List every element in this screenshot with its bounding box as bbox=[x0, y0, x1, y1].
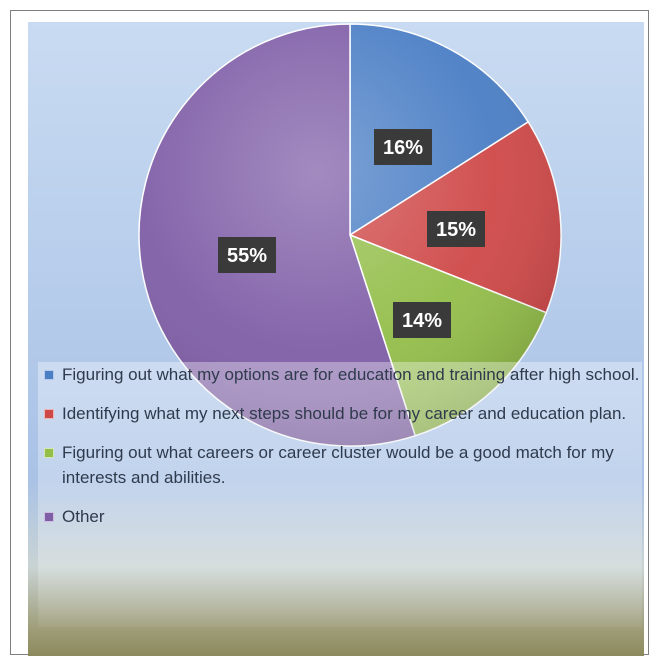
slice-data-label: 16% bbox=[383, 137, 423, 159]
slice-label-box bbox=[427, 211, 485, 247]
legend-item-other: Other bbox=[40, 504, 642, 529]
slice-label-box bbox=[218, 237, 276, 273]
slice-data-label: 55% bbox=[227, 245, 267, 267]
legend-item-next-steps: Identifying what my next steps should be… bbox=[40, 401, 642, 426]
legend-label: Figuring out what my options are for edu… bbox=[62, 365, 640, 384]
legend-swatch bbox=[44, 512, 54, 522]
legend-item-education-options: Figuring out what my options are for edu… bbox=[40, 362, 642, 387]
legend-label: Figuring out what careers or career clus… bbox=[62, 443, 614, 487]
slice-data-label: 14% bbox=[402, 310, 442, 332]
legend-label: Identifying what my next steps should be… bbox=[62, 404, 627, 423]
slice-data-label: 15% bbox=[436, 219, 476, 241]
plot-area: 16% 15% 14% 55% bbox=[28, 22, 644, 656]
pie-sheen bbox=[139, 24, 561, 446]
legend-item-career-match: Figuring out what careers or career clus… bbox=[40, 440, 642, 490]
legend-swatch bbox=[44, 370, 54, 380]
legend-swatch bbox=[44, 409, 54, 419]
slice-label-box bbox=[374, 129, 432, 165]
legend: Figuring out what my options are for edu… bbox=[40, 362, 642, 543]
slice-label-box bbox=[393, 302, 451, 338]
legend-panel bbox=[38, 362, 642, 627]
legend-label: Other bbox=[62, 507, 105, 526]
legend-swatch bbox=[44, 448, 54, 458]
slice-labels: 16% 15% 14% 55% bbox=[218, 129, 485, 338]
pie-chart: 16% 15% 14% 55% bbox=[28, 22, 644, 656]
